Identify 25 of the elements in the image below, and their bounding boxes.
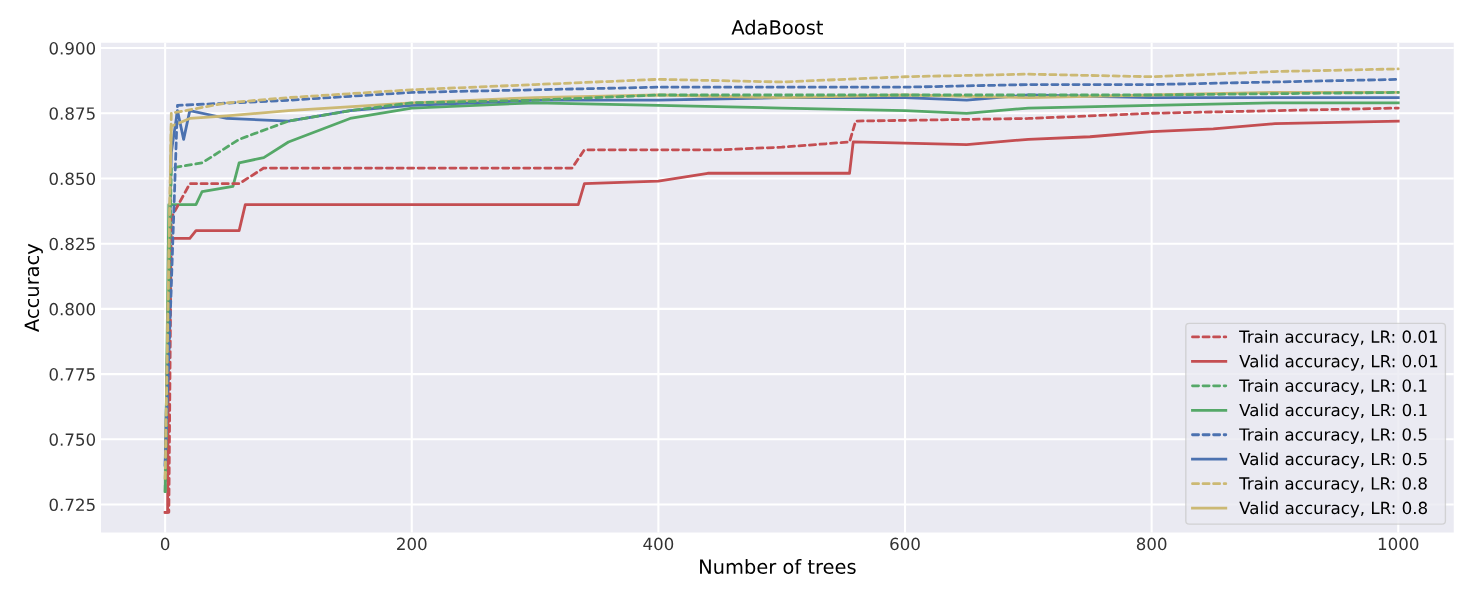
y-tick-label: 0.850 [49,172,96,186]
x-tick-label: 400 [643,537,674,551]
legend-label: Train accuracy, LR: 0.1 [1239,378,1427,396]
legend-label: Valid accuracy, LR: 0.1 [1239,403,1427,420]
y-tick-label: 0.750 [49,433,96,446]
x-tick-label: 0 [160,537,170,551]
legend-label: Valid accuracy, LR: 0.8 [1239,501,1428,518]
x-tick-label: 600 [890,537,920,551]
y-tick-label: 0.725 [49,498,95,512]
x-tick-label: 1000 [1378,537,1419,551]
y-tick-label: 0.875 [49,107,95,120]
y-axis-title: Accuracy [24,243,43,332]
x-axis-title: Number of trees [700,558,856,575]
y-tick-label: 0.825 [49,237,95,251]
y-tick-label: 0.775 [49,368,95,381]
x-tick-label: 200 [397,537,427,551]
legend-label: Train accuracy, LR: 0.01 [1239,330,1438,347]
legend-label: Valid accuracy, LR: 0.5 [1239,452,1427,469]
chart-title: AdaBoost [731,19,823,35]
legend-label: Train accuracy, LR: 0.8 [1239,476,1427,493]
x-tick-label: 800 [1136,537,1167,551]
y-tick-label: 0.900 [49,42,96,55]
legend-label: Train accuracy, LR: 0.5 [1239,427,1427,445]
y-tick-label: 0.800 [49,302,96,316]
legend-label: Valid accuracy, LR: 0.01 [1239,354,1438,371]
